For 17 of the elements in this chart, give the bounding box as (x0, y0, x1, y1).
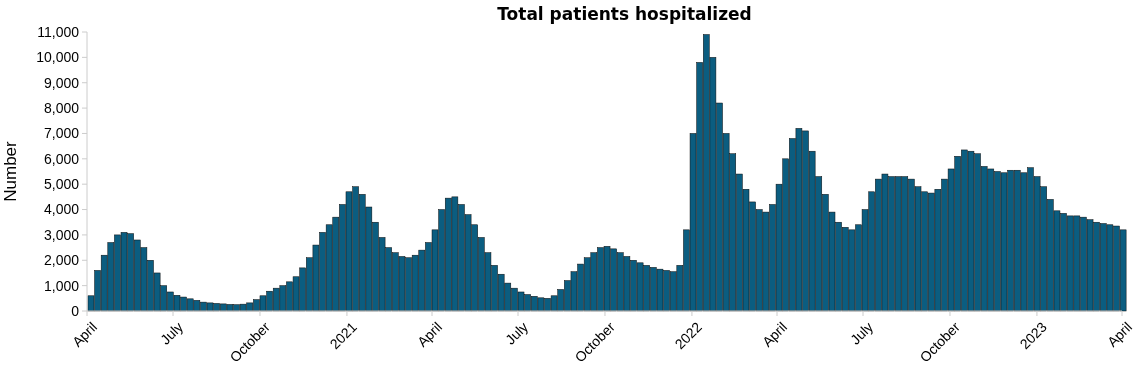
chart-title: Total patients hospitalized (497, 4, 752, 24)
y-tick-label: 10,000 (36, 49, 80, 66)
y-tick-label: 11,000 (37, 23, 80, 40)
x-tick-label: July (157, 318, 187, 348)
x-tick-label: July (847, 318, 877, 348)
y-tick-label: 4,000 (43, 201, 80, 218)
y-axis-title: Number (1, 140, 20, 202)
y-tick-label: 8,000 (43, 99, 80, 116)
y-tick-label: 9,000 (43, 74, 80, 91)
y-tick-label: 5,000 (43, 176, 80, 193)
y-tick-label: 7,000 (43, 125, 80, 142)
y-tick-label: 0 (71, 302, 80, 319)
x-tick-label: July (502, 318, 532, 348)
y-tick-label: 1,000 (43, 277, 80, 294)
y-tick-label: 6,000 (43, 150, 80, 167)
y-tick-label: 2,000 (43, 252, 80, 269)
y-tick-label: 3,000 (43, 226, 80, 243)
